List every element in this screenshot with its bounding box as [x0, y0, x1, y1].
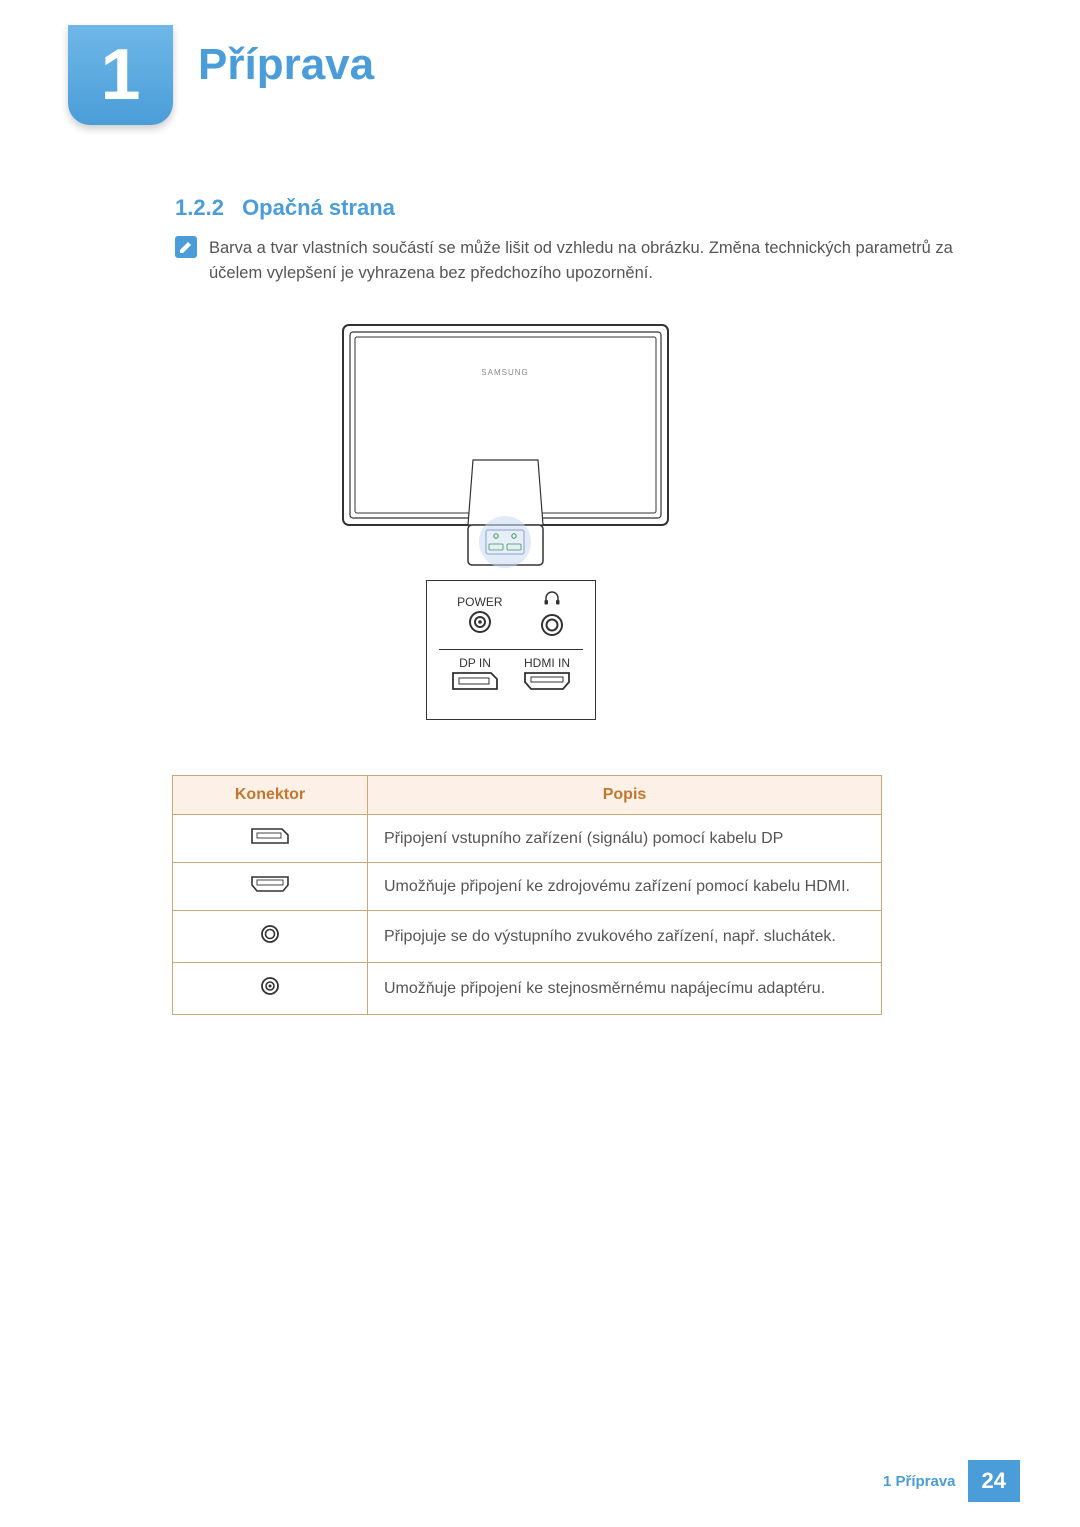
chapter-title: Příprava	[198, 40, 374, 90]
table-row: Umožňuje připojení ke stejnosměrnému nap…	[173, 963, 882, 1015]
chapter-number: 1	[100, 34, 140, 116]
monitor-back-illustration: SAMSUNG	[338, 320, 673, 580]
section-title: Opačná strana	[242, 195, 395, 220]
hdmiin-label: HDMI IN	[523, 656, 571, 670]
hdmi-port-cell-icon	[173, 863, 368, 911]
section-number: 1.2.2	[175, 195, 224, 220]
hdmi-desc: Umožňuje připojení ke zdrojovému zařízen…	[368, 863, 882, 911]
audio-jack-cell-icon	[173, 911, 368, 963]
connector-table: Konektor Popis Připojení vstupního zaříz…	[172, 775, 882, 1015]
headphone-icon	[543, 591, 561, 605]
hdmi-port-icon	[523, 670, 571, 692]
note-text: Barva a tvar vlastních součástí se může …	[209, 236, 995, 286]
audio-desc: Připojuje se do výstupního zvukového zař…	[368, 911, 882, 963]
port-panel: POWER DP IN HDMI IN	[426, 580, 596, 720]
page-footer: 1 Příprava 24	[883, 1460, 1020, 1502]
table-row: Umožňuje připojení ke zdrojovému zařízen…	[173, 863, 882, 911]
pencil-icon	[175, 236, 197, 258]
table-row: Připojení vstupního zařízení (signálu) p…	[173, 815, 882, 863]
footer-text: 1 Příprava	[883, 1473, 956, 1490]
table-header-konektor: Konektor	[173, 776, 368, 815]
chapter-tab: 1	[68, 25, 173, 125]
table-header-popis: Popis	[368, 776, 882, 815]
audio-jack-icon	[539, 612, 565, 638]
section-heading: 1.2.2 Opačná strana	[175, 195, 395, 221]
dpin-label: DP IN	[451, 656, 499, 670]
power-jack-icon	[467, 609, 493, 635]
table-row: Připojuje se do výstupního zvukového zař…	[173, 911, 882, 963]
brand-label: SAMSUNG	[481, 368, 528, 377]
dp-desc: Připojení vstupního zařízení (signálu) p…	[368, 815, 882, 863]
note-row: Barva a tvar vlastních součástí se může …	[175, 236, 995, 286]
power-label: POWER	[457, 595, 502, 609]
power-desc: Umožňuje připojení ke stejnosměrnému nap…	[368, 963, 882, 1015]
dp-port-cell-icon	[173, 815, 368, 863]
dp-port-icon	[451, 670, 499, 692]
footer-page-number: 24	[968, 1460, 1020, 1502]
power-jack-cell-icon	[173, 963, 368, 1015]
